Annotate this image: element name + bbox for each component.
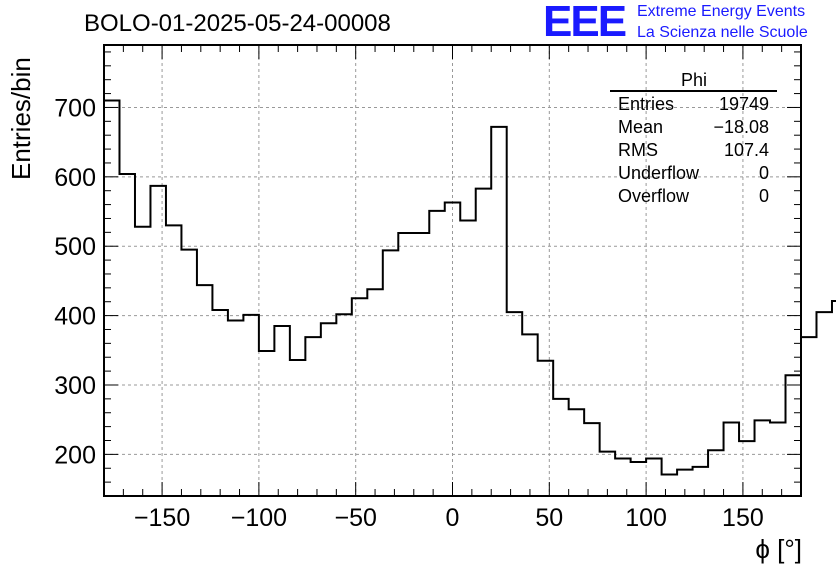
- stats-row-label: Mean: [618, 117, 663, 137]
- stats-row-value: 0: [759, 186, 769, 206]
- stats-row-label: RMS: [618, 140, 658, 160]
- y-tick-label: 500: [54, 233, 96, 261]
- stats-box: Phi Entries 19749 Mean −18.08 RMS 107.4 Underf…: [610, 70, 777, 206]
- y-tick-label: 200: [54, 441, 96, 469]
- stats-row-value: 107.4: [724, 140, 769, 160]
- stats-row-value: 19749: [719, 94, 769, 114]
- histogram-step-line: [104, 99, 836, 476]
- logo-subtitle-line2: La Scienza nelle Scuole: [637, 24, 808, 41]
- x-tick-label: −100: [231, 504, 287, 532]
- grid-lines: [104, 45, 801, 496]
- stats-row-label: Entries: [618, 94, 674, 114]
- x-tick-label: −50: [334, 504, 376, 532]
- stats-row-value: −18.08: [713, 117, 769, 137]
- x-tick-label: 150: [722, 504, 764, 532]
- x-axis-label: ϕ [°]: [755, 534, 802, 564]
- y-tick-label: 700: [54, 94, 96, 122]
- y-tick-label: 600: [54, 164, 96, 192]
- x-tick-label: 100: [625, 504, 667, 532]
- histogram-series: [104, 99, 836, 476]
- x-tick-label: −150: [134, 504, 190, 532]
- stats-row-label: Overflow: [618, 186, 690, 206]
- stats-row-value: 0: [759, 163, 769, 183]
- stats-row-label: Underflow: [618, 163, 700, 183]
- plot-title: BOLO-01-2025-05-24-00008: [84, 10, 391, 37]
- x-tick-label: 0: [446, 504, 460, 532]
- x-tick-label: 50: [535, 504, 563, 532]
- y-tick-label: 400: [54, 303, 96, 331]
- y-tick-label: 300: [54, 372, 96, 400]
- tick-labels: −150 −100 −50 0 50 100 150 200 300 400 500 600 700: [54, 94, 763, 532]
- eee-logo: EEE: [543, 0, 627, 46]
- logo-subtitle-line1: Extreme Energy Events: [637, 3, 806, 20]
- stats-title: Phi: [681, 70, 707, 90]
- axis-ticks: [103, 45, 802, 496]
